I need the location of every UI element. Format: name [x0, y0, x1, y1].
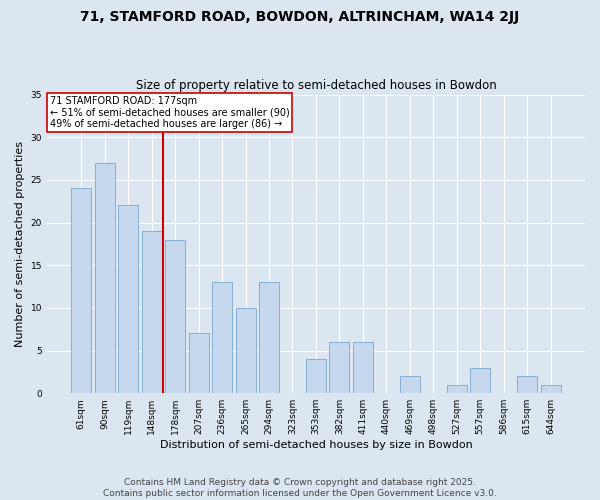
- Bar: [329, 342, 349, 393]
- Bar: [353, 342, 373, 393]
- Bar: [400, 376, 420, 393]
- Bar: [165, 240, 185, 393]
- Bar: [188, 334, 209, 393]
- Text: 71 STAMFORD ROAD: 177sqm
← 51% of semi-detached houses are smaller (90)
49% of s: 71 STAMFORD ROAD: 177sqm ← 51% of semi-d…: [50, 96, 289, 129]
- Bar: [236, 308, 256, 393]
- Text: 71, STAMFORD ROAD, BOWDON, ALTRINCHAM, WA14 2JJ: 71, STAMFORD ROAD, BOWDON, ALTRINCHAM, W…: [80, 10, 520, 24]
- Bar: [142, 231, 162, 393]
- Bar: [118, 206, 138, 393]
- Bar: [306, 359, 326, 393]
- Bar: [470, 368, 490, 393]
- Bar: [212, 282, 232, 393]
- Bar: [541, 384, 560, 393]
- Bar: [95, 163, 115, 393]
- Bar: [71, 188, 91, 393]
- Bar: [259, 282, 279, 393]
- Text: Contains HM Land Registry data © Crown copyright and database right 2025.
Contai: Contains HM Land Registry data © Crown c…: [103, 478, 497, 498]
- Bar: [447, 384, 467, 393]
- Y-axis label: Number of semi-detached properties: Number of semi-detached properties: [15, 141, 25, 347]
- Title: Size of property relative to semi-detached houses in Bowdon: Size of property relative to semi-detach…: [136, 79, 496, 92]
- Bar: [517, 376, 537, 393]
- X-axis label: Distribution of semi-detached houses by size in Bowdon: Distribution of semi-detached houses by …: [160, 440, 472, 450]
